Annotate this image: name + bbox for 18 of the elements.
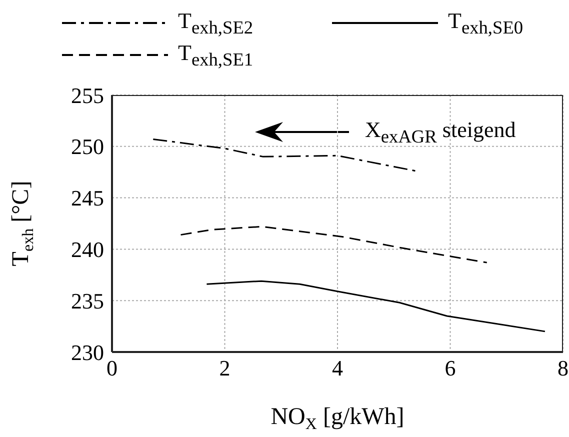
x-axis-title: NO$_{X}$ [g/kWh] <box>270 404 404 433</box>
y-tick-label: 245 <box>71 186 104 211</box>
x-tick-label: 0 <box>106 356 118 381</box>
y-tick-label: 255 <box>71 82 104 108</box>
y-tick-label: 230 <box>71 340 104 365</box>
legend-label: T$_{exh,SE2}$ <box>178 8 254 38</box>
y-tick-label: 235 <box>71 288 104 314</box>
x-tick-label: 8 <box>558 356 568 381</box>
line-series <box>206 280 546 332</box>
x-tick-label: 2 <box>219 356 230 381</box>
x-tick-label: 6 <box>444 356 456 381</box>
legend-label: T$_{exh,SE1}$ <box>178 40 254 70</box>
x-tick-label: 4 <box>332 356 343 381</box>
annotation: X$_{exAGR}$ steigend <box>365 117 516 148</box>
line-series <box>180 226 488 264</box>
y-tick-label: 250 <box>71 134 104 160</box>
legend-label: T$_{exh,SE0}$ <box>448 8 524 38</box>
y-tick-label: 240 <box>71 237 104 262</box>
